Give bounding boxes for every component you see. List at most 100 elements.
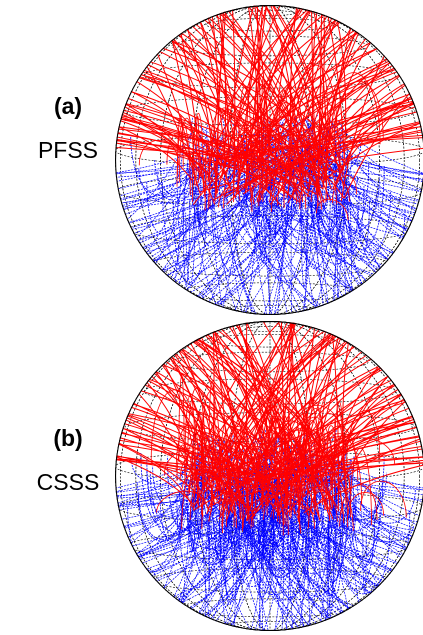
field-line [169, 141, 346, 289]
field-loop [189, 166, 205, 195]
field-loop [302, 491, 307, 575]
field-line [262, 433, 267, 631]
field-line [219, 5, 257, 170]
field-loop [327, 520, 336, 588]
field-line [177, 125, 302, 295]
field-line [267, 5, 303, 202]
field-loop [210, 107, 237, 144]
field-loop [287, 404, 346, 456]
field-line [304, 118, 413, 239]
field-loop [337, 437, 396, 465]
field-line [296, 384, 406, 513]
field-loop [339, 484, 378, 527]
field-loop [277, 201, 336, 252]
field-loop [258, 163, 297, 207]
field-loop [229, 471, 277, 513]
field-line [226, 125, 423, 163]
field-loop [175, 424, 205, 479]
field-line [237, 467, 416, 550]
field-line [303, 116, 309, 315]
field-line [280, 321, 288, 484]
field-line [210, 323, 215, 505]
field-line [342, 151, 423, 176]
field-loop [290, 64, 338, 146]
field-loop [210, 508, 223, 559]
field-loop [149, 468, 205, 534]
field-loop [252, 457, 295, 515]
field-loop [360, 480, 407, 518]
field-loop [325, 436, 334, 510]
field-line [184, 21, 218, 193]
field-line [301, 130, 324, 315]
field-line [237, 329, 343, 474]
field-line [123, 450, 211, 549]
field-line [249, 9, 332, 202]
field-line [286, 14, 344, 172]
field-loop [318, 486, 357, 545]
field-loop [222, 525, 241, 603]
field-loop [274, 416, 282, 483]
field-loop [315, 508, 347, 583]
field-line [198, 329, 348, 495]
field-loop [193, 468, 219, 510]
field-loop [290, 438, 303, 517]
field-loop [298, 499, 355, 539]
sphere-outline [115, 5, 423, 315]
field-line [222, 154, 245, 315]
field-loop [333, 81, 384, 144]
field-loop [359, 525, 414, 543]
field-loop [231, 459, 290, 513]
field-line [331, 378, 402, 480]
field-loop [213, 524, 250, 572]
field-loop [187, 387, 207, 473]
field-line [178, 24, 206, 199]
meridian-line [135, 321, 405, 631]
field-loop [320, 201, 342, 231]
field-loop [340, 479, 384, 558]
field-loop [220, 439, 229, 483]
field-loop [300, 203, 308, 288]
field-loop [224, 492, 230, 548]
field-line [204, 471, 211, 626]
field-loop [227, 520, 239, 546]
field-line [148, 479, 318, 585]
field-loop [256, 504, 284, 553]
field-line [333, 453, 408, 564]
field-loop [258, 521, 299, 578]
field-loop [131, 462, 185, 485]
field-loop [306, 470, 325, 516]
field-loop [218, 186, 241, 208]
field-loop [327, 491, 338, 574]
panel-name: CSSS [37, 469, 100, 495]
field-loop [352, 485, 377, 529]
field-line [302, 127, 423, 195]
field-loop [191, 112, 204, 202]
field-loop [201, 197, 247, 241]
field-loop [262, 97, 269, 166]
field-line [259, 133, 273, 315]
field-loop [190, 511, 220, 578]
field-loop [233, 448, 284, 536]
field-line [226, 90, 418, 205]
field-loop [320, 507, 336, 531]
field-loop [208, 505, 210, 591]
field-loop [331, 175, 358, 204]
field-loop [283, 431, 287, 465]
field-line [115, 160, 270, 205]
field-line [307, 447, 423, 482]
field-loop [291, 512, 341, 575]
field-line [305, 441, 347, 631]
meridian-line [119, 321, 421, 631]
field-loop [250, 405, 313, 471]
field-line [212, 136, 423, 157]
field-loop [285, 468, 289, 506]
field-loop [179, 447, 234, 487]
field-loop [343, 498, 381, 521]
field-line [317, 6, 325, 166]
field-loop [182, 198, 191, 286]
field-loop [162, 182, 196, 266]
field-loop [314, 433, 363, 507]
field-line [261, 158, 347, 305]
sphere-a [115, 5, 423, 315]
field-loop [248, 468, 263, 540]
